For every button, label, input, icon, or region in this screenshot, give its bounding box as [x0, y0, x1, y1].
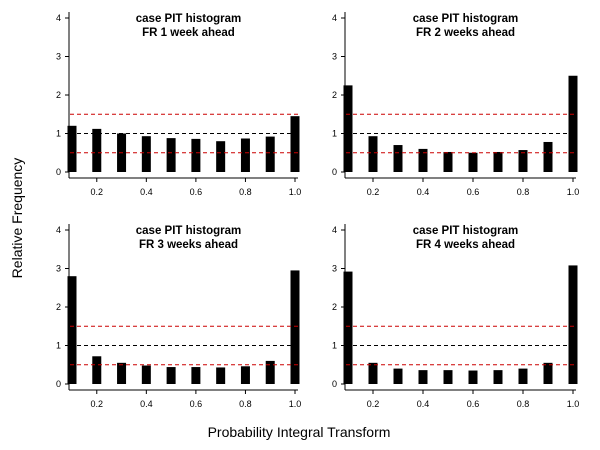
histogram-bar: [518, 150, 528, 172]
histogram-bar: [290, 270, 300, 384]
x-tick-label: 0.4: [140, 399, 153, 409]
y-tick-label: 3: [56, 264, 61, 274]
panels-group: 0 1 2 3 4 0.2 0.4 0.6 0.8 1.0 case PIT histogram FR…: [56, 12, 579, 409]
x-tick-label: 0.8: [239, 187, 252, 197]
panel-3: 0 1 2 3 4 0.2 0.4 0.6 0.8 1.0 case PIT histogram FR…: [56, 224, 301, 409]
histogram-bar: [141, 136, 151, 172]
histogram-bar: [92, 128, 102, 172]
x-tick-label: 0.4: [417, 187, 430, 197]
histogram-bar: [141, 365, 151, 384]
histogram-bar: [368, 136, 378, 172]
histogram-bar: [290, 116, 300, 172]
y-tick-label: 0: [332, 167, 337, 177]
y-tick-label: 1: [56, 341, 61, 351]
x-tick-label: 0.4: [417, 399, 430, 409]
y-tick-label: 4: [56, 225, 61, 235]
y-tick-label: 0: [56, 167, 61, 177]
histogram-bar: [240, 366, 250, 384]
panel-subtitle: FR 1 week ahead: [142, 27, 235, 39]
y-tick-label: 4: [56, 13, 61, 23]
histogram-bar: [443, 370, 453, 384]
panel-title: case PIT histogram: [413, 13, 518, 25]
x-tick-label: 1.0: [567, 399, 580, 409]
histogram-bar: [418, 370, 428, 384]
x-tick-label: 1.0: [289, 399, 302, 409]
panel-subtitle: FR 3 weeks ahead: [139, 239, 238, 251]
histogram-bar: [568, 265, 578, 384]
histogram-bar: [265, 136, 275, 172]
histogram-bar: [191, 367, 201, 384]
y-tick-label: 3: [332, 264, 337, 274]
histogram-bar: [543, 362, 553, 384]
histogram-bar: [418, 148, 428, 172]
histogram-bar: [240, 138, 250, 172]
histogram-bar: [393, 368, 403, 384]
x-tick-label: 0.2: [91, 399, 104, 409]
y-tick-label: 1: [56, 129, 61, 139]
x-tick-label: 0.8: [239, 399, 252, 409]
x-tick-label: 0.2: [91, 187, 104, 197]
x-tick-label: 0.4: [140, 187, 153, 197]
histogram-bar: [166, 138, 176, 172]
histogram-bar: [92, 356, 102, 384]
panel-title: case PIT histogram: [136, 225, 241, 237]
y-tick-label: 2: [56, 302, 61, 312]
panel-2: 0 1 2 3 4 0.2 0.4 0.6 0.8 1.0 case PIT histogram FR…: [332, 12, 579, 197]
y-tick-label: 1: [332, 341, 337, 351]
histogram-bar: [265, 360, 275, 384]
y-tick-label: 2: [56, 90, 61, 100]
histogram-bar: [543, 141, 553, 172]
x-tick-label: 1.0: [567, 187, 580, 197]
histogram-bar: [67, 125, 77, 172]
histogram-bar: [568, 75, 578, 172]
x-tick-label: 0.8: [517, 187, 530, 197]
y-tick-label: 3: [332, 52, 337, 62]
histogram-bar: [343, 271, 353, 384]
x-tick-label: 0.6: [467, 399, 480, 409]
histogram-bar: [443, 151, 453, 172]
histogram-bar: [493, 151, 503, 172]
x-tick-label: 0.6: [190, 399, 203, 409]
histogram-bar: [368, 362, 378, 384]
histogram-bar: [343, 85, 353, 172]
x-tick-label: 0.2: [367, 399, 380, 409]
y-tick-label: 2: [332, 302, 337, 312]
histogram-bar: [518, 368, 528, 384]
x-axis-title: Probability Integral Transform: [208, 424, 391, 440]
panel-4: 0 1 2 3 4 0.2 0.4 0.6 0.8 1.0 case PIT histogram FR…: [332, 224, 579, 409]
histogram-bar: [216, 141, 226, 172]
y-tick-label: 2: [332, 90, 337, 100]
histogram-bar: [216, 367, 226, 384]
x-tick-label: 0.8: [517, 399, 530, 409]
histogram-bar: [468, 370, 478, 384]
panel-title: case PIT histogram: [413, 225, 518, 237]
panel-subtitle: FR 4 weeks ahead: [416, 239, 515, 251]
x-tick-label: 1.0: [289, 187, 302, 197]
histogram-bar: [191, 138, 201, 172]
y-tick-label: 1: [332, 129, 337, 139]
y-axis-title: Relative Frequency: [9, 158, 25, 279]
y-tick-label: 0: [332, 379, 337, 389]
panel-title: case PIT histogram: [136, 13, 241, 25]
y-tick-label: 4: [332, 13, 337, 23]
panel-subtitle: FR 2 weeks ahead: [416, 27, 515, 39]
y-tick-label: 3: [56, 52, 61, 62]
histogram-bar: [166, 367, 176, 384]
y-tick-label: 0: [56, 379, 61, 389]
x-tick-label: 0.6: [190, 187, 203, 197]
histogram-bar: [67, 276, 77, 384]
histogram-bar: [393, 145, 403, 172]
panel-1: 0 1 2 3 4 0.2 0.4 0.6 0.8 1.0 case PIT histogram FR…: [56, 12, 301, 197]
x-tick-label: 0.6: [467, 187, 480, 197]
histogram-bar: [117, 362, 127, 384]
histogram-bar: [493, 370, 503, 384]
y-tick-label: 4: [332, 225, 337, 235]
histogram-bar: [468, 152, 478, 172]
x-tick-label: 0.2: [367, 187, 380, 197]
